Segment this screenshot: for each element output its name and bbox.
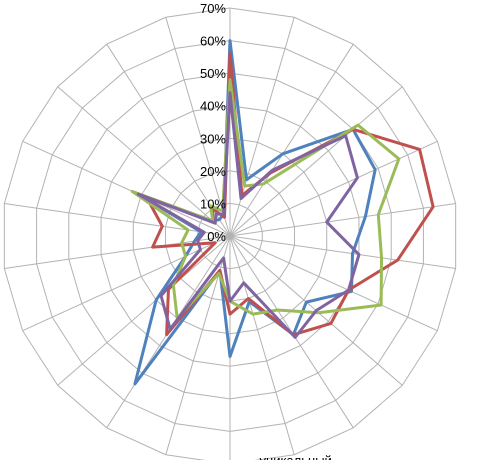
category-label: уникальный	[260, 453, 332, 460]
grid-spoke	[229, 235, 438, 332]
tick-label: 60%	[200, 34, 226, 49]
grid-spoke	[4, 203, 231, 237]
grid-spoke	[57, 235, 231, 386]
grid-ring	[3, 7, 457, 460]
series-line-2	[145, 52, 435, 337]
tick-label: 0%	[207, 229, 226, 244]
grid-spoke	[4, 235, 231, 269]
tick-label: 70%	[200, 1, 226, 16]
grid-spoke	[106, 43, 231, 237]
grid-spoke	[165, 17, 231, 237]
grid-spoke	[229, 235, 295, 455]
grid-spoke	[229, 43, 354, 237]
tick-label: 10%	[200, 196, 226, 211]
grid-spoke	[22, 235, 231, 332]
grid-spoke	[229, 235, 456, 269]
grid-spoke	[229, 203, 456, 237]
tick-label: 30%	[200, 131, 226, 146]
grid-spoke	[229, 86, 403, 237]
grid-spoke	[229, 140, 438, 237]
grid-spoke	[57, 86, 231, 237]
tick-label: 20%	[200, 164, 226, 179]
tick-label: 50%	[200, 66, 226, 81]
grid-spoke	[22, 140, 231, 237]
series-line-4	[136, 91, 361, 339]
tick-label: 40%	[200, 99, 226, 114]
